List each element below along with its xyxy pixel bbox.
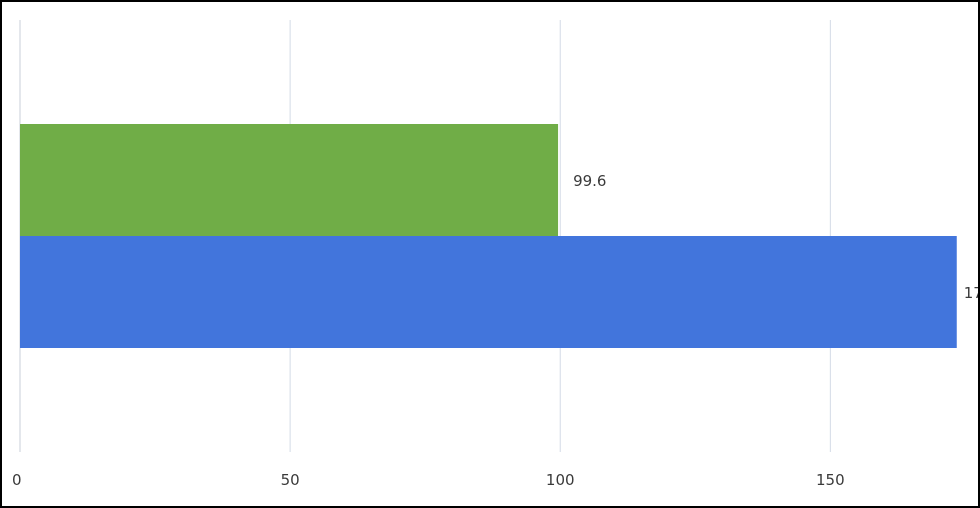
x-tick-label: 0	[12, 471, 22, 489]
data-label-2: 173.4	[964, 284, 978, 302]
bar-2	[20, 236, 957, 348]
x-tick-label: 50	[281, 471, 300, 489]
bars	[20, 124, 957, 348]
data-label-1: 99.6	[573, 172, 606, 190]
x-axis-tick-labels: 0 50 100 150	[12, 471, 845, 489]
x-tick-label: 150	[816, 471, 845, 489]
x-tick-label: 100	[546, 471, 575, 489]
data-labels: 99.6 173.4	[573, 172, 978, 302]
bar-1	[20, 124, 559, 236]
